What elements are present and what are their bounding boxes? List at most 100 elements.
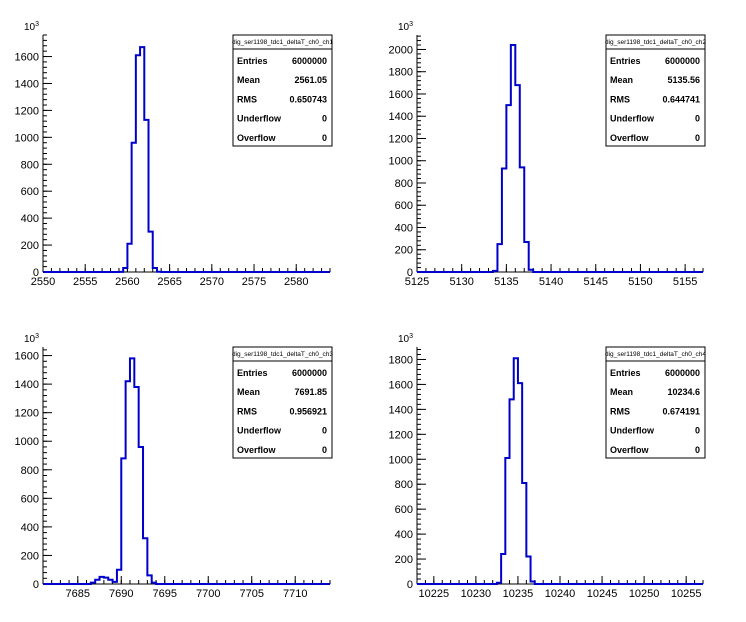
y-tick-label: 200 [395, 554, 413, 566]
stats-value: 0.956921 [289, 406, 327, 416]
stats-label: Entries [237, 56, 268, 66]
y-tick-label: 1200 [15, 105, 39, 117]
stats-value: 5135.56 [667, 75, 700, 85]
histogram-panel-3: 7685 7690 7695 7700 7705 7710 0 200 400 600 800 100… [15, 333, 334, 600]
x-tick-label: 7705 [239, 588, 263, 600]
y-tick-label: 400 [395, 529, 413, 541]
x-tick-label: 10235 [503, 588, 534, 600]
x-tick-label: 10250 [629, 588, 660, 600]
x-tick-label: 5150 [628, 276, 652, 288]
histogram-panel-1: 2550 2555 2560 2565 2570 2575 2580 0 200 400 600 80… [15, 21, 334, 288]
x-tick-label: 7700 [196, 588, 220, 600]
stats-value: 0.650743 [289, 94, 327, 104]
y-tick-label: 1600 [15, 52, 39, 64]
y-tick-label: 1200 [15, 408, 39, 420]
stats-label: Underflow [610, 426, 655, 436]
x-tick-label: 2580 [284, 276, 308, 288]
stats-label: Overflow [610, 133, 650, 143]
stats-label: Underflow [237, 426, 282, 436]
histogram-line [43, 357, 330, 585]
y-tick-label: 1000 [15, 436, 39, 448]
stats-value: 6000000 [665, 368, 700, 378]
stats-title: dig_ser1198_tdc1_deltaT_ch0_ch1 [232, 39, 333, 46]
stats-label: RMS [237, 94, 257, 104]
y-tick-label: 400 [21, 522, 39, 534]
stats-value: 2561.05 [294, 75, 327, 85]
stats-box-frame [232, 346, 333, 459]
stats-box: dig_ser1198_tdc1_deltaT_ch0_ch4 Entries 60… [605, 346, 706, 459]
stats-title: dig_ser1198_tdc1_deltaT_ch0_ch3 [232, 351, 333, 358]
y-tick-label: 800 [21, 465, 39, 477]
x-tick-label: 10230 [461, 588, 492, 600]
histogram-panel-4: 10225 10230 10235 10240 10245 10250 10255 0 200 4… [389, 333, 707, 600]
stats-value: 0.674191 [662, 406, 700, 416]
stats-label: RMS [610, 94, 630, 104]
stats-value: 6000000 [665, 56, 700, 66]
y-tick-label: 600 [21, 493, 39, 505]
y-exponent-label: 103 [398, 21, 413, 33]
y-tick-label: 1200 [389, 133, 413, 145]
stats-label: Mean [610, 387, 633, 397]
stats-title: dig_ser1198_tdc1_deltaT_ch0_ch2 [605, 39, 706, 46]
y-tick-label: 0 [407, 267, 413, 279]
y-tick-label: 800 [21, 159, 39, 171]
x-tick-label: 7695 [153, 588, 177, 600]
stats-value: 0 [695, 445, 700, 455]
stats-label: Overflow [237, 133, 277, 143]
y-tick-label: 1000 [389, 156, 413, 168]
stats-label: Mean [237, 387, 260, 397]
x-tick-label: 7685 [66, 588, 90, 600]
y-exponent-label: 103 [24, 333, 39, 345]
stats-value: 0 [695, 114, 700, 124]
histogram-panel-2: 5125 5130 5135 5140 5145 5150 5155 0 200 400 600 80… [389, 21, 707, 288]
stats-label: Underflow [237, 114, 282, 124]
y-tick-label: 1000 [15, 132, 39, 144]
x-tick-label: 5130 [449, 276, 473, 288]
x-tick-label: 5125 [405, 276, 429, 288]
stats-value: 6000000 [292, 56, 327, 66]
stats-value: 0 [322, 114, 327, 124]
stats-value: 0 [695, 133, 700, 143]
stats-label: Overflow [610, 445, 650, 455]
y-tick-label: 1400 [389, 111, 413, 123]
y-tick-label: 1800 [389, 354, 413, 366]
x-tick-label: 7690 [109, 588, 133, 600]
stats-value: 6000000 [292, 368, 327, 378]
y-tick-label: 1400 [389, 404, 413, 416]
x-tick-label: 5145 [584, 276, 608, 288]
y-tick-label: 1600 [15, 351, 39, 363]
x-tick-label: 2565 [157, 276, 181, 288]
stats-value: 10234.6 [667, 387, 700, 397]
y-tick-label: 0 [33, 267, 39, 279]
x-tick-label: 10225 [419, 588, 450, 600]
x-tick-label: 7710 [283, 588, 307, 600]
y-exponent-label: 103 [24, 21, 39, 33]
stats-label: Entries [237, 368, 268, 378]
y-tick-label: 200 [395, 245, 413, 257]
x-tick-label: 2570 [200, 276, 224, 288]
stats-value: 0 [322, 426, 327, 436]
x-tick-label: 5135 [494, 276, 518, 288]
stats-value: 0 [322, 445, 327, 455]
stats-label: RMS [237, 406, 257, 416]
stats-label: Entries [610, 56, 641, 66]
y-tick-label: 400 [21, 213, 39, 225]
y-tick-label: 800 [395, 178, 413, 190]
y-tick-label: 600 [21, 186, 39, 198]
y-tick-label: 200 [21, 240, 39, 252]
x-tick-label: 10245 [587, 588, 618, 600]
y-tick-label: 0 [407, 579, 413, 591]
stats-value: 0 [695, 426, 700, 436]
y-tick-label: 1400 [15, 379, 39, 391]
x-tick-label: 5155 [673, 276, 697, 288]
x-tick-label: 2555 [73, 276, 97, 288]
y-tick-label: 1200 [389, 429, 413, 441]
x-tick-label: 10240 [545, 588, 576, 600]
y-tick-label: 800 [395, 479, 413, 491]
y-tick-label: 1400 [15, 78, 39, 90]
histogram-line [417, 44, 703, 273]
stats-box: dig_ser1198_tdc1_deltaT_ch0_ch3 Entries 60… [232, 346, 333, 459]
stats-value: 0 [322, 133, 327, 143]
stats-label: Overflow [237, 445, 277, 455]
x-tick-label: 10255 [671, 588, 702, 600]
